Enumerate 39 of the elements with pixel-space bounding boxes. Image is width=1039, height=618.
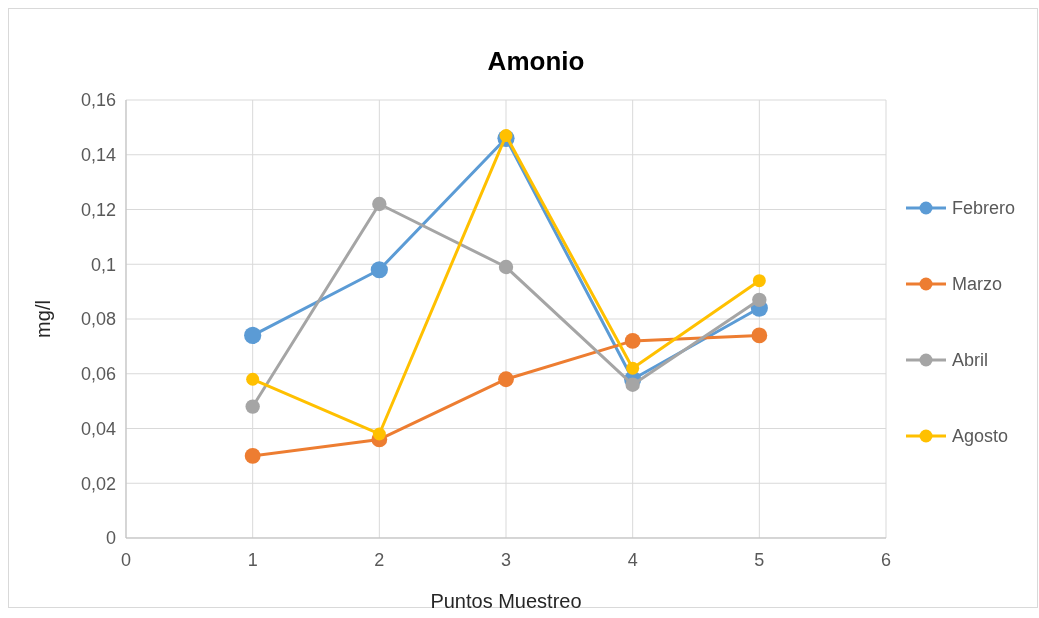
- legend-label: Abril: [952, 350, 989, 371]
- point: [752, 274, 766, 288]
- point: [244, 326, 262, 345]
- point: [370, 261, 388, 279]
- x-tick-label: 3: [500, 550, 512, 570]
- point: [626, 361, 640, 375]
- legend-label: Febrero: [952, 198, 1016, 219]
- y-tick-label: 0: [105, 528, 116, 549]
- point: [624, 333, 641, 349]
- point: [498, 371, 514, 388]
- point: [498, 259, 514, 275]
- point: [245, 399, 260, 414]
- y-tick-label: 0,1: [90, 254, 116, 275]
- y-tick-label: 0,04: [80, 418, 116, 439]
- x-tick-label: 6: [880, 550, 892, 570]
- chart-title: Amonio: [487, 46, 585, 76]
- y-tick-label: 0,16: [80, 90, 116, 111]
- x-tick-label: 0: [120, 550, 132, 570]
- y-axis-title: mg/l: [32, 300, 54, 338]
- x-tick-label: 2: [374, 550, 385, 570]
- legend-label: Agosto: [952, 426, 1009, 447]
- y-tick-label: 0,14: [80, 145, 116, 166]
- y-tick-label: 0,02: [80, 473, 116, 494]
- x-tick-label: 5: [754, 550, 765, 570]
- point: [244, 447, 261, 464]
- point: [499, 129, 513, 143]
- y-tick-label: 0,06: [80, 364, 116, 385]
- point: [751, 327, 768, 344]
- x-axis-title: Puntos Muestreo: [430, 590, 582, 612]
- y-tick-label: 0,12: [80, 199, 116, 220]
- point: [372, 427, 386, 441]
- point: [246, 372, 260, 386]
- x-tick-label: 1: [247, 550, 258, 570]
- point: [625, 377, 640, 392]
- x-tick-label: 4: [627, 550, 638, 570]
- point: [752, 292, 767, 308]
- y-tick-label: 0,08: [80, 309, 116, 330]
- legend-label: Marzo: [952, 274, 1003, 295]
- point: [372, 196, 387, 212]
